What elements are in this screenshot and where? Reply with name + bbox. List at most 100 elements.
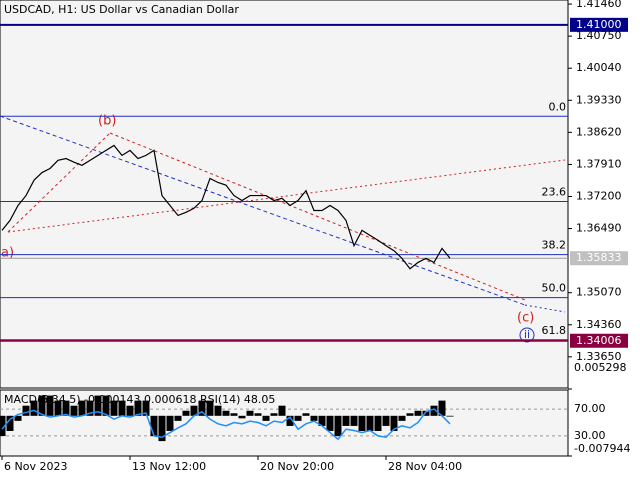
channel-line [0, 115, 526, 306]
wave-line [7, 159, 566, 233]
macd-bar [134, 400, 142, 416]
macd-bar [326, 415, 334, 431]
macd-bar [150, 415, 158, 437]
y-tick-label: 1.37910 [576, 157, 622, 170]
y2-tick-label: 30.00 [574, 429, 606, 442]
x-tick-label: 13 Nov 12:00 [132, 460, 206, 473]
fib-label: 0.0 [549, 100, 567, 113]
y-tick-label: 1.40040 [576, 61, 622, 74]
macd-bar [310, 415, 318, 421]
macd-bar [6, 415, 14, 431]
macd-bar [278, 405, 286, 416]
y-tick-label: -0.007944 [574, 442, 630, 455]
macd-bar [430, 405, 438, 416]
y-tick-label: 1.33650 [576, 350, 622, 363]
macd-bar [270, 413, 278, 416]
price-box [570, 333, 628, 348]
macd-bar [30, 400, 38, 416]
y-tick-label: 0.005298 [574, 361, 627, 374]
macd-bar [254, 413, 262, 416]
macd-bar [438, 400, 446, 416]
fib-label: 50.0 [542, 282, 567, 295]
macd-bar [222, 410, 230, 416]
rsi-line [1, 408, 451, 441]
macd-bar [54, 400, 62, 416]
fib-label: 38.2 [542, 239, 567, 252]
macd-bar [334, 415, 342, 437]
fib-label: 61.8 [542, 324, 567, 337]
macd-bar [318, 415, 326, 426]
price-box [570, 17, 628, 32]
macd-bar [118, 400, 126, 416]
macd-bar [214, 405, 222, 416]
macd-bar [366, 415, 374, 431]
x-tick-label: 20 Nov 20:00 [260, 460, 334, 473]
macd-bar [238, 415, 246, 419]
macd-bar [110, 400, 118, 416]
macd-bar [262, 415, 270, 421]
macd-bar [294, 415, 302, 421]
y-tick-label: 1.37200 [576, 189, 622, 202]
x-tick-label: 28 Nov 04:00 [388, 460, 462, 473]
macd-bar [422, 410, 430, 416]
y-tick-label: 1.39330 [576, 93, 622, 106]
macd-bar [22, 405, 30, 416]
macd-bar [182, 410, 190, 416]
channel-line [524, 304, 566, 313]
macd-bar [46, 395, 54, 416]
macd-bar [206, 400, 214, 416]
macd-bar [86, 400, 94, 416]
macd-bar [230, 413, 238, 416]
wave-label: ii [524, 328, 530, 341]
macd-bar [0, 415, 6, 437]
fib-label: 23.6 [542, 185, 567, 198]
price-box-label: 1.34006 [576, 334, 622, 347]
macd-bar [38, 395, 46, 416]
wave-label: a) [1, 246, 14, 261]
macd-bar [446, 415, 454, 417]
macd-bar [78, 400, 86, 416]
price-box-label: 1.41000 [576, 18, 622, 31]
macd-bar [350, 415, 358, 426]
macd-bar [358, 415, 366, 431]
macd-bar [166, 415, 174, 431]
macd-bar [286, 415, 294, 426]
wave-line [109, 132, 526, 301]
price-box [570, 251, 628, 266]
macd-bar [198, 400, 206, 416]
macd-bar [94, 395, 102, 416]
y-tick-label: 1.35070 [576, 286, 622, 299]
y-tick-label: 1.34360 [576, 318, 622, 331]
macd-bar [246, 410, 254, 416]
macd-bar [406, 413, 414, 416]
x-tick-label: 6 Nov 2023 [4, 460, 67, 473]
macd-bar [374, 415, 382, 431]
y2-tick-label: 70.00 [574, 402, 606, 415]
macd-bar [70, 405, 78, 416]
main-panel [0, 0, 569, 389]
price-box-label: 1.35833 [576, 251, 622, 264]
macd-bar [302, 413, 310, 416]
wave-label: (b) [98, 114, 116, 129]
macd-bar [62, 400, 70, 416]
macd-bar [102, 395, 110, 416]
wave-circle [519, 327, 535, 343]
macd-bar [158, 415, 166, 442]
y-tick-label: 1.38620 [576, 125, 622, 138]
macd-bar [342, 415, 350, 426]
price-line [1, 144, 451, 270]
chart-title: USDCAD, H1: US Dollar vs Canadian Dollar [4, 3, 239, 16]
macd-bar [14, 415, 22, 421]
y-tick-label: 1.41460 [576, 0, 622, 10]
y-tick-label: 1.40750 [576, 29, 622, 42]
wave-label: (c) [517, 311, 534, 326]
macd-bar [142, 400, 150, 416]
macd-bar [126, 405, 134, 416]
y-tick-label: 1.36490 [576, 222, 622, 235]
macd-bar [414, 410, 422, 416]
macd-bar [390, 415, 398, 431]
macd-bar [174, 415, 182, 421]
macd-bar [190, 405, 198, 416]
macd-bar [398, 415, 406, 421]
